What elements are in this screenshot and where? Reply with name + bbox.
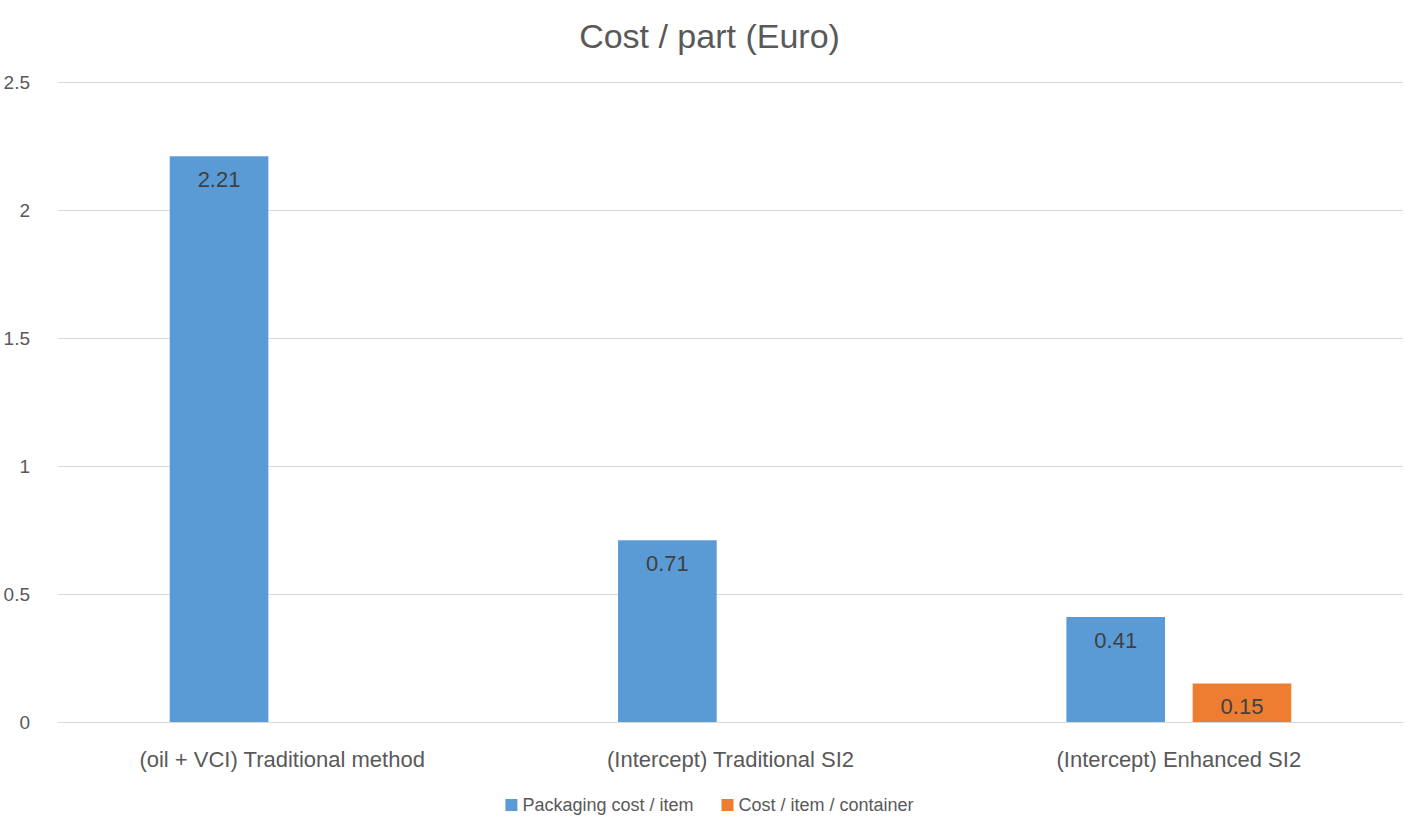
svg-text:0.71: 0.71 (646, 551, 689, 576)
svg-text:0.15: 0.15 (1221, 694, 1264, 719)
svg-text:(Intercept) Enhanced SI2: (Intercept) Enhanced SI2 (1057, 747, 1302, 772)
svg-text:0: 0 (19, 712, 30, 733)
svg-text:Cost / item / container: Cost / item / container (739, 795, 914, 815)
svg-text:2: 2 (19, 200, 30, 221)
svg-text:1: 1 (19, 456, 30, 477)
svg-text:0.5: 0.5 (4, 584, 30, 605)
svg-text:Packaging cost / item: Packaging cost / item (522, 795, 693, 815)
svg-text:0.41: 0.41 (1094, 628, 1137, 653)
svg-text:(oil + VCI) Traditional method: (oil + VCI) Traditional method (139, 747, 425, 772)
svg-text:1.5: 1.5 (4, 328, 30, 349)
svg-text:2.5: 2.5 (4, 72, 30, 93)
svg-text:(Intercept) Traditional SI2: (Intercept) Traditional SI2 (607, 747, 854, 772)
svg-text:2.21: 2.21 (198, 167, 241, 192)
svg-text:Cost / part (Euro): Cost / part (Euro) (579, 17, 840, 55)
